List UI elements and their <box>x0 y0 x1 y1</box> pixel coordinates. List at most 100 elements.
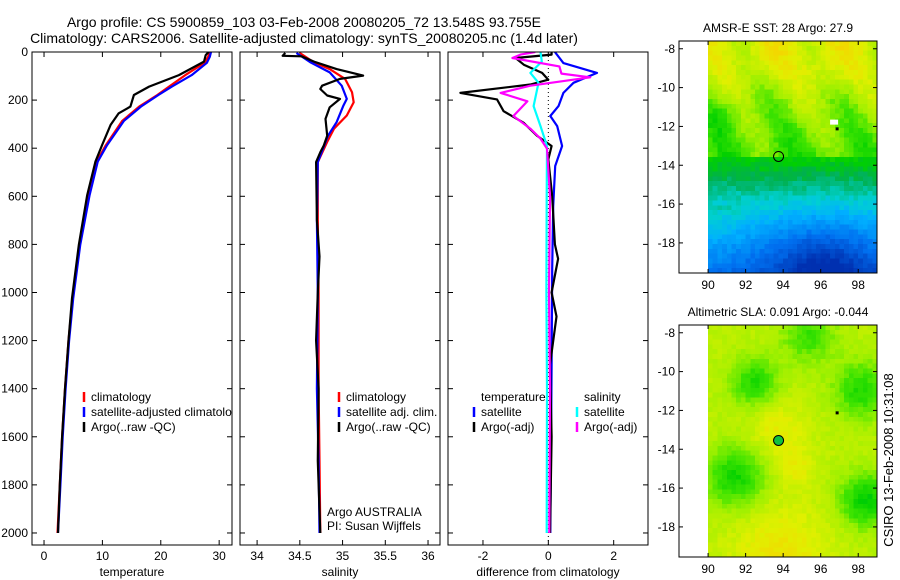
ytick-label: -10 <box>658 365 676 379</box>
xtick-label: 10 <box>96 549 110 563</box>
xtick-label: 35.5 <box>374 549 398 563</box>
xtick-label: 36 <box>421 549 435 563</box>
axes-box <box>678 40 878 274</box>
xtick-label: 0 <box>545 549 552 563</box>
ytick-label: -18 <box>658 236 676 250</box>
legend-label: satellite adj. clim. <box>346 405 437 419</box>
ytick-label: 0 <box>21 45 28 59</box>
island-mark <box>835 411 839 415</box>
argo-float-location-marker <box>773 434 785 446</box>
series-line-satellite-adjusted-climatology <box>56 52 213 534</box>
ytick-label: 400 <box>8 141 28 155</box>
ytick-label: -8 <box>664 42 675 56</box>
axes-box <box>678 324 878 558</box>
xtick-label: -2 <box>478 549 489 563</box>
island-mark <box>835 127 839 131</box>
ytick-label: 1800 <box>1 478 28 492</box>
axes-box <box>239 51 441 546</box>
xtick-label: 92 <box>739 278 753 292</box>
missing-data-patch <box>830 119 839 125</box>
salinity-panel: 34 34.5 35 35.5 36 salinity climatologysatelli… <box>239 51 441 579</box>
legend-label: Argo(-adj) <box>481 420 534 434</box>
legend-label: Argo(..raw -QC) <box>91 420 176 434</box>
sst-heatmap-image <box>708 41 877 273</box>
difference-panel: -2 0 2 difference from climatology temperatu… <box>447 51 649 579</box>
legend-group-header: salinity <box>584 390 621 404</box>
xaxis-label: temperature <box>100 565 165 579</box>
xtick-label: 98 <box>852 278 866 292</box>
xtick-label: 34 <box>250 549 264 563</box>
figure-title-line2: Climatology: CARS2006. Satellite-adjuste… <box>30 30 578 46</box>
ytick-label: 1200 <box>1 334 28 348</box>
argo-float-location-marker <box>773 150 785 162</box>
xtick-label: 20 <box>154 549 168 563</box>
xtick-label: 94 <box>776 562 790 576</box>
ytick-label: -12 <box>658 119 676 133</box>
plot-area <box>459 52 599 545</box>
xaxis-label: difference from climatology <box>476 565 619 579</box>
sla-heatmap-image <box>708 325 877 557</box>
xtick-label: 90 <box>701 278 715 292</box>
series-line-salinity-satellite <box>529 52 549 534</box>
legend: temperaturesatelliteArgo(-adj)salinitysa… <box>472 390 637 434</box>
ytick-label: 1000 <box>1 285 28 299</box>
temperature-panel: 0 200 400 600 800 1000 1200 1400 1600 1800 2000 0 10… <box>1 45 244 579</box>
ytick-label: 1600 <box>1 430 28 444</box>
legend-label: climatology <box>346 390 406 404</box>
legend-label: Argo(-adj) <box>584 420 637 434</box>
legend-label: satellite-adjusted climatology <box>91 405 244 419</box>
sla-map-panel: Altimetric SLA: 0.091 Argo: -0.044 90 92 94… <box>658 305 878 576</box>
series-line-salinity-argo-adj- <box>499 52 592 534</box>
legend-label: climatology <box>91 390 151 404</box>
ytick-label: 200 <box>8 93 28 107</box>
legend-label: Argo(..raw -QC) <box>346 420 431 434</box>
xtick-label: 0 <box>41 549 48 563</box>
figure-title-line1: Argo profile: CS 5900859_103 03-Feb-2008… <box>67 14 541 30</box>
xtick-label: 2 <box>610 549 617 563</box>
series-line-argo-raw-qc- <box>281 52 365 534</box>
plot-area <box>281 52 365 534</box>
ytick-label: 800 <box>8 237 28 251</box>
ytick-label: -14 <box>658 158 676 172</box>
xtick-label: 30 <box>212 549 226 563</box>
ytick-label: -16 <box>658 481 676 495</box>
xtick-label: 34.5 <box>288 549 312 563</box>
axes-box <box>447 51 649 546</box>
map-title: AMSR-E SST: 28 Argo: 27.9 <box>703 21 853 35</box>
series-line-climatology <box>299 52 355 534</box>
series-line-temperature-argo-adj- <box>459 52 560 534</box>
panel-annotation: PI: Susan Wijffels <box>327 519 421 533</box>
xtick-label: 35 <box>336 549 350 563</box>
series-line-argo-raw-qc- <box>56 52 210 534</box>
ytick-label: -10 <box>658 81 676 95</box>
xtick-label: 98 <box>852 562 866 576</box>
xtick-label: 94 <box>776 278 790 292</box>
xtick-label: 96 <box>814 562 828 576</box>
ytick-label: -16 <box>658 197 676 211</box>
map-title: Altimetric SLA: 0.091 Argo: -0.044 <box>688 305 869 319</box>
sst-map-panel: AMSR-E SST: 28 Argo: 27.9 90 92 94 96 98 -8 -10… <box>658 21 878 292</box>
ytick-label: -12 <box>658 403 676 417</box>
side-timestamp-label: CSIRO 13-Feb-2008 10:31:08 <box>881 373 896 546</box>
xtick-label: 90 <box>701 562 715 576</box>
axes-box <box>31 51 233 546</box>
legend-group-header: temperature <box>481 390 546 404</box>
xaxis-label: salinity <box>322 565 359 579</box>
series-line-satellite-adj-clim- <box>295 52 348 534</box>
ytick-label: -14 <box>658 442 676 456</box>
ytick-label: -18 <box>658 520 676 534</box>
legend-label: satellite <box>584 405 625 419</box>
xtick-label: 96 <box>814 278 828 292</box>
ytick-label: -8 <box>664 326 675 340</box>
ytick-label: 2000 <box>1 526 28 540</box>
panel-annotation: Argo AUSTRALIA <box>327 505 422 519</box>
ytick-label: 1400 <box>1 382 28 396</box>
xtick-label: 92 <box>739 562 753 576</box>
plot-area <box>56 52 213 534</box>
series-line-temperature-satellite <box>549 52 599 534</box>
series-line-climatology <box>56 52 211 534</box>
ytick-label: 600 <box>8 189 28 203</box>
